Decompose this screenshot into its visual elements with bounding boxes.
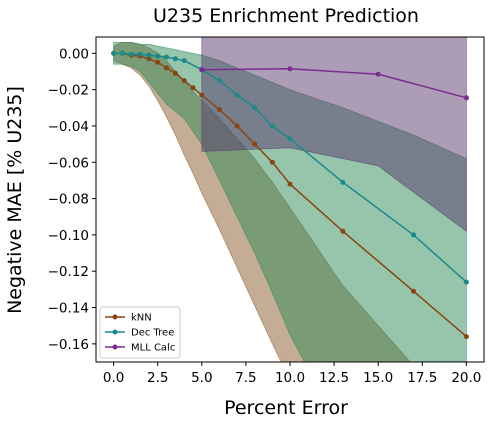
- point-knn: [234, 123, 240, 129]
- x-tick-label: 2.5: [147, 370, 168, 386]
- point-knn: [146, 56, 152, 62]
- point-dec-tree: [164, 54, 169, 60]
- point-knn: [181, 78, 187, 84]
- x-tick-label: 17.5: [407, 370, 437, 386]
- point-knn: [164, 65, 169, 71]
- point-knn: [411, 288, 416, 294]
- confidence-bands: [113, 37, 467, 362]
- legend-box: [99, 306, 181, 359]
- point-dec-tree: [137, 51, 143, 57]
- y-tick-label: −0.16: [48, 337, 89, 353]
- point-dec-tree: [120, 50, 125, 56]
- point-knn: [190, 85, 196, 91]
- point-knn: [269, 159, 275, 165]
- line-mll-calc: [201, 68, 467, 99]
- point-dec-tree: [172, 56, 178, 62]
- point-dec-tree: [287, 136, 293, 142]
- point-dec-tree: [146, 52, 152, 58]
- point-dec-tree: [269, 123, 275, 129]
- y-tick-label: −0.12: [48, 264, 89, 280]
- point-dec-tree: [128, 51, 134, 57]
- legend-label-knn: kNN: [131, 313, 152, 324]
- point-dec-tree: [111, 50, 117, 56]
- point-mll-calc: [287, 66, 293, 72]
- chart-title: U235 Enrichment Prediction: [153, 5, 419, 27]
- legend: kNN Dec Tree MLL Calc: [99, 306, 181, 359]
- point-mll-calc: [199, 67, 205, 73]
- legend-marker-mll-calc: [112, 344, 118, 350]
- y-axis-label: Negative MAE [% U235]: [4, 86, 26, 314]
- legend-label-dec-tree: Dec Tree: [131, 328, 174, 339]
- point-knn: [287, 181, 293, 187]
- x-tick-label: 15.0: [363, 370, 393, 386]
- x-tick-label: 12.5: [319, 370, 349, 386]
- point-dec-tree: [155, 53, 161, 59]
- legend-label-mll-calc: MLL Calc: [131, 343, 175, 354]
- y-tick-label: −0.02: [48, 83, 89, 99]
- point-dec-tree: [234, 92, 240, 98]
- x-tick-label: 10.0: [275, 370, 305, 386]
- x-tick-label: 5.0: [191, 370, 212, 386]
- y-tick-label: −0.14: [48, 301, 89, 317]
- y-tick-label: −0.04: [48, 119, 89, 135]
- point-knn: [463, 334, 469, 340]
- x-axis-label: Percent Error: [224, 397, 348, 419]
- legend-marker-knn: [112, 314, 118, 320]
- point-dec-tree: [252, 105, 258, 111]
- band-mll-calc: [201, 37, 467, 233]
- point-knn: [155, 59, 161, 65]
- x-tick-label: 7.5: [235, 370, 256, 386]
- legend-marker-dec-tree: [112, 329, 118, 335]
- x-axis-ticks: 0.0 2.5 5.0 7.5 10.0 12.5 15.0 17.5 20.0: [103, 362, 481, 386]
- x-tick-label: 0.0: [103, 370, 124, 386]
- point-mll-calc: [463, 95, 469, 101]
- x-tick-label: 20.0: [451, 370, 481, 386]
- point-dec-tree: [463, 279, 469, 285]
- point-knn: [340, 228, 346, 234]
- y-tick-label: 0.00: [59, 46, 89, 62]
- y-axis-ticks: 0.00 −0.02 −0.04 −0.06 −0.08 −0.10 −0.12 −0.14 −…: [48, 46, 96, 353]
- series-lines: [111, 50, 469, 340]
- point-knn: [199, 92, 205, 98]
- point-dec-tree: [411, 232, 416, 238]
- point-dec-tree: [217, 78, 222, 84]
- point-dec-tree: [181, 58, 187, 64]
- point-dec-tree: [340, 179, 346, 185]
- y-tick-label: −0.10: [48, 228, 89, 244]
- y-tick-label: −0.08: [48, 192, 89, 208]
- y-tick-label: −0.06: [48, 155, 89, 171]
- point-knn: [217, 107, 222, 113]
- point-mll-calc: [375, 71, 381, 77]
- point-knn: [252, 141, 258, 147]
- point-knn: [172, 70, 178, 76]
